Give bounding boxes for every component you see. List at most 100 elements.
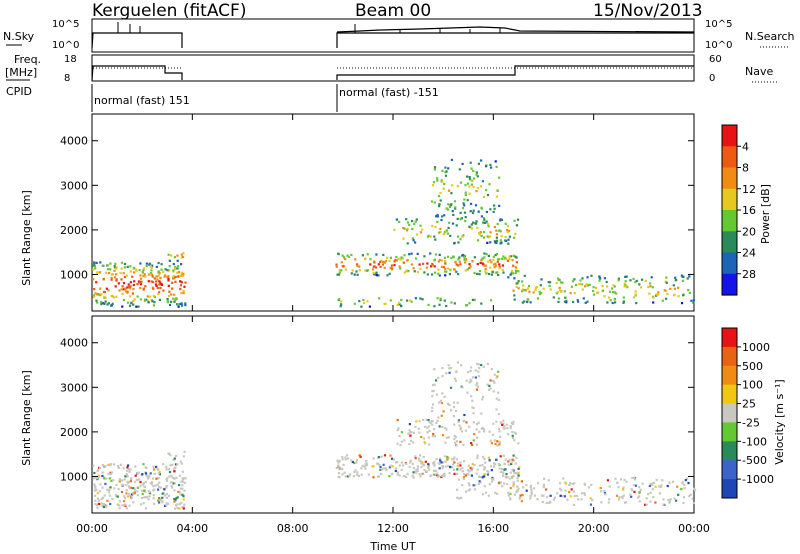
- data-point: [467, 482, 470, 485]
- data-point: [377, 263, 380, 266]
- data-point: [480, 206, 483, 209]
- data-point: [480, 363, 483, 367]
- data-point: [158, 481, 161, 484]
- data-point: [430, 265, 433, 268]
- data-point: [472, 221, 475, 224]
- data-point: [452, 256, 455, 259]
- data-point: [529, 301, 532, 304]
- data-point: [157, 270, 160, 273]
- data-point: [573, 482, 576, 485]
- data-point: [412, 431, 415, 434]
- data-point: [159, 498, 162, 501]
- data-point: [597, 291, 600, 294]
- data-point: [694, 489, 697, 492]
- data-point: [99, 483, 102, 486]
- data-point: [522, 284, 525, 287]
- data-point: [133, 271, 136, 274]
- data-point: [419, 460, 422, 463]
- data-point: [486, 362, 489, 365]
- data-point: [669, 287, 672, 290]
- data-point: [459, 263, 462, 266]
- data-point: [430, 200, 434, 203]
- data-point: [482, 221, 485, 224]
- data-point: [477, 370, 480, 373]
- data-point: [353, 273, 356, 276]
- data-point: [445, 436, 448, 439]
- data-point: [511, 468, 514, 471]
- data-point: [127, 464, 130, 467]
- data-point: [445, 229, 448, 232]
- data-point: [497, 398, 500, 401]
- data-point: [126, 495, 129, 498]
- data-point: [132, 487, 135, 490]
- data-point: [406, 472, 409, 475]
- data-point: [377, 475, 380, 478]
- data-point: [416, 252, 419, 255]
- data-point: [441, 425, 444, 428]
- data-point: [530, 490, 533, 493]
- data-point: [547, 281, 550, 284]
- data-point: [692, 299, 695, 302]
- y-tick-label: 2000: [60, 224, 88, 237]
- data-point: [456, 488, 459, 491]
- data-point: [502, 454, 505, 457]
- data-point: [413, 270, 416, 273]
- data-point: [375, 274, 379, 277]
- data-point: [475, 388, 478, 391]
- data-point: [460, 430, 464, 433]
- data-point: [476, 263, 479, 266]
- data-point: [559, 289, 562, 292]
- data-point: [378, 464, 381, 467]
- data-point: [132, 299, 135, 303]
- data-point: [634, 484, 638, 487]
- data-point: [486, 383, 489, 386]
- data-point: [344, 456, 347, 459]
- data-point: [485, 165, 488, 168]
- colorbar-tick-label: 1000: [742, 341, 770, 354]
- data-point: [439, 299, 442, 302]
- data-point: [495, 236, 498, 239]
- data-point: [662, 498, 665, 501]
- data-point: [542, 486, 545, 489]
- data-point: [457, 235, 460, 238]
- data-point: [167, 502, 170, 505]
- data-point: [486, 241, 489, 244]
- data-point: [391, 267, 394, 270]
- data-point: [156, 278, 159, 281]
- data-point: [655, 294, 658, 297]
- data-point: [462, 460, 466, 463]
- data-point: [477, 421, 480, 424]
- data-point: [152, 502, 156, 505]
- data-point: [469, 466, 472, 469]
- y-tick-label: 4000: [60, 337, 88, 350]
- data-point: [472, 421, 475, 424]
- data-point: [444, 174, 448, 177]
- data-point: [477, 482, 480, 485]
- data-point: [509, 487, 512, 490]
- data-point: [633, 476, 636, 479]
- data-point: [565, 482, 568, 485]
- data-point: [356, 263, 359, 266]
- data-point: [126, 291, 129, 294]
- data-point: [482, 195, 485, 199]
- data-point: [396, 419, 399, 422]
- data-point: [467, 473, 470, 476]
- data-point: [455, 270, 458, 273]
- data-point: [563, 495, 566, 498]
- data-point: [382, 253, 385, 256]
- data-point: [548, 284, 551, 287]
- data-point: [474, 484, 477, 487]
- data-point: [583, 482, 586, 485]
- data-point: [120, 490, 124, 494]
- colorbar-segment: [722, 188, 737, 211]
- data-point: [179, 280, 182, 283]
- data-point: [471, 399, 474, 402]
- data-point: [414, 241, 417, 244]
- data-point: [655, 478, 658, 481]
- data-point: [480, 258, 483, 261]
- data-point: [399, 444, 402, 447]
- data-point: [445, 304, 448, 308]
- data-point: [145, 262, 148, 265]
- data-point: [522, 486, 525, 489]
- data-point: [485, 220, 488, 223]
